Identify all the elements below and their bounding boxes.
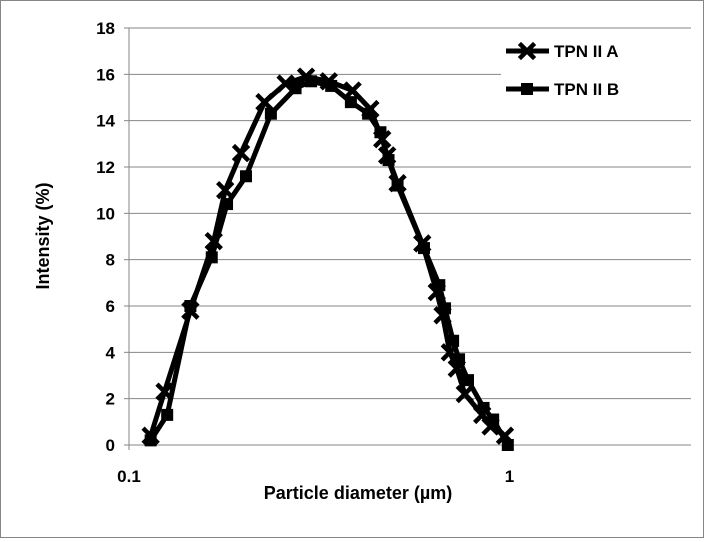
data-point	[305, 75, 318, 88]
data-point	[184, 300, 197, 312]
series-line	[148, 74, 508, 439]
y-tick-label: 8	[106, 251, 115, 270]
legend-marker	[517, 41, 537, 61]
data-point	[455, 384, 474, 404]
x-tick-label: 0.1	[117, 467, 141, 486]
series-2	[144, 75, 514, 451]
legend-label: TPN II A	[554, 42, 619, 61]
x-axis-title: Particle diameter (µm)	[264, 483, 452, 503]
data-point	[205, 251, 218, 264]
legend: TPN II A TPN II B	[506, 41, 619, 99]
y-tick-labels: 0 2 4 6 8 10 12 14 16 18	[96, 19, 115, 455]
x-tick-labels: 0.1 1	[117, 467, 514, 486]
legend-marker	[521, 83, 533, 95]
data-point	[447, 334, 460, 347]
data-point	[264, 107, 277, 120]
data-point	[477, 401, 490, 414]
data-point	[433, 279, 446, 292]
y-tick-label: 10	[96, 204, 115, 223]
data-point	[289, 82, 302, 95]
data-point	[391, 179, 404, 192]
y-tick-label: 16	[96, 65, 115, 84]
data-point	[221, 198, 234, 211]
data-point	[231, 143, 251, 163]
legend-item-1: TPN II A	[506, 41, 619, 61]
data-point	[417, 242, 430, 255]
data-point	[501, 439, 514, 451]
data-point	[325, 79, 338, 92]
data-point	[161, 408, 174, 421]
legend-label: TPN II B	[554, 80, 619, 99]
data-point	[453, 353, 466, 366]
grid-lines	[124, 27, 691, 446]
data-point	[343, 81, 362, 100]
x-tick-label: 1	[505, 467, 514, 486]
data-point	[144, 434, 157, 447]
y-tick-label: 0	[106, 436, 115, 455]
legend-item-2: TPN II B	[506, 80, 619, 99]
data-point	[461, 374, 474, 387]
data-point	[374, 126, 387, 139]
data-point	[344, 96, 357, 109]
y-tick-label: 18	[96, 19, 115, 38]
y-tick-label: 4	[106, 343, 116, 362]
data-point	[362, 107, 375, 120]
series-1	[141, 67, 515, 445]
series-layer	[141, 67, 515, 451]
data-point	[382, 154, 395, 167]
y-tick-label: 12	[96, 158, 115, 177]
data-point	[487, 413, 500, 426]
data-point	[439, 302, 452, 315]
data-point	[155, 382, 174, 401]
y-axis-title: Intensity (%)	[33, 182, 53, 289]
y-tick-label: 14	[96, 112, 115, 131]
y-tick-label: 6	[106, 297, 115, 316]
data-point	[216, 180, 235, 200]
y-tick-label: 2	[106, 390, 115, 409]
data-point	[255, 92, 274, 112]
data-point	[239, 170, 252, 183]
